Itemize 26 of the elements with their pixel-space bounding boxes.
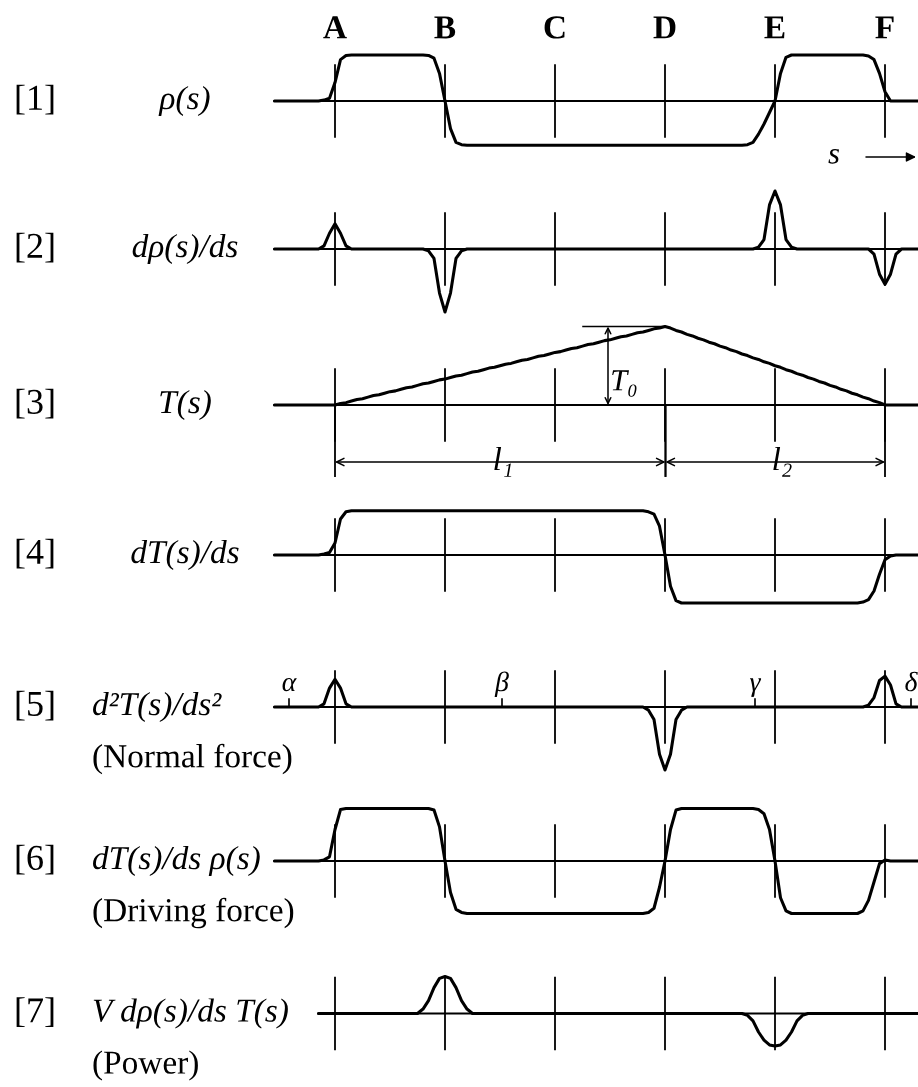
annotation: γ [750, 678, 762, 697]
y-axis-title: ρ(s) [158, 85, 210, 117]
y-axis-title: dρ(s)/ds [132, 233, 238, 265]
annotation: T₀ [612, 370, 637, 397]
y-axis-title: dT(s)/ds [131, 539, 239, 571]
y-axis-title: d²T(s)/ds² (Normal force) [93, 691, 292, 775]
y-axis-title: T(s) [160, 389, 211, 421]
text: [1] [16, 84, 54, 115]
annotation: δ [905, 671, 918, 692]
annotation: α [282, 677, 297, 692]
text: [2] [16, 232, 54, 263]
x-tick-label: B [434, 16, 456, 39]
text: [5] [16, 690, 54, 721]
x-tick-label: D [653, 16, 676, 39]
y-axis-title: V dρ(s)/ds T(s) (Power) [93, 998, 288, 1081]
text: [4] [16, 538, 54, 569]
x-tick-label: C [544, 16, 565, 39]
text: [3] [16, 388, 54, 419]
text: [6] [16, 844, 54, 875]
text: [7] [16, 997, 54, 1028]
annotation: β [494, 671, 509, 697]
x-axis-title: s [828, 148, 840, 164]
y-axis-title: dT(s)/ds ρ(s) (Driving force) [93, 845, 294, 929]
x-tick-label: F [875, 16, 894, 39]
x-tick-label: A [323, 16, 347, 39]
x-tick-label: E [764, 16, 785, 39]
